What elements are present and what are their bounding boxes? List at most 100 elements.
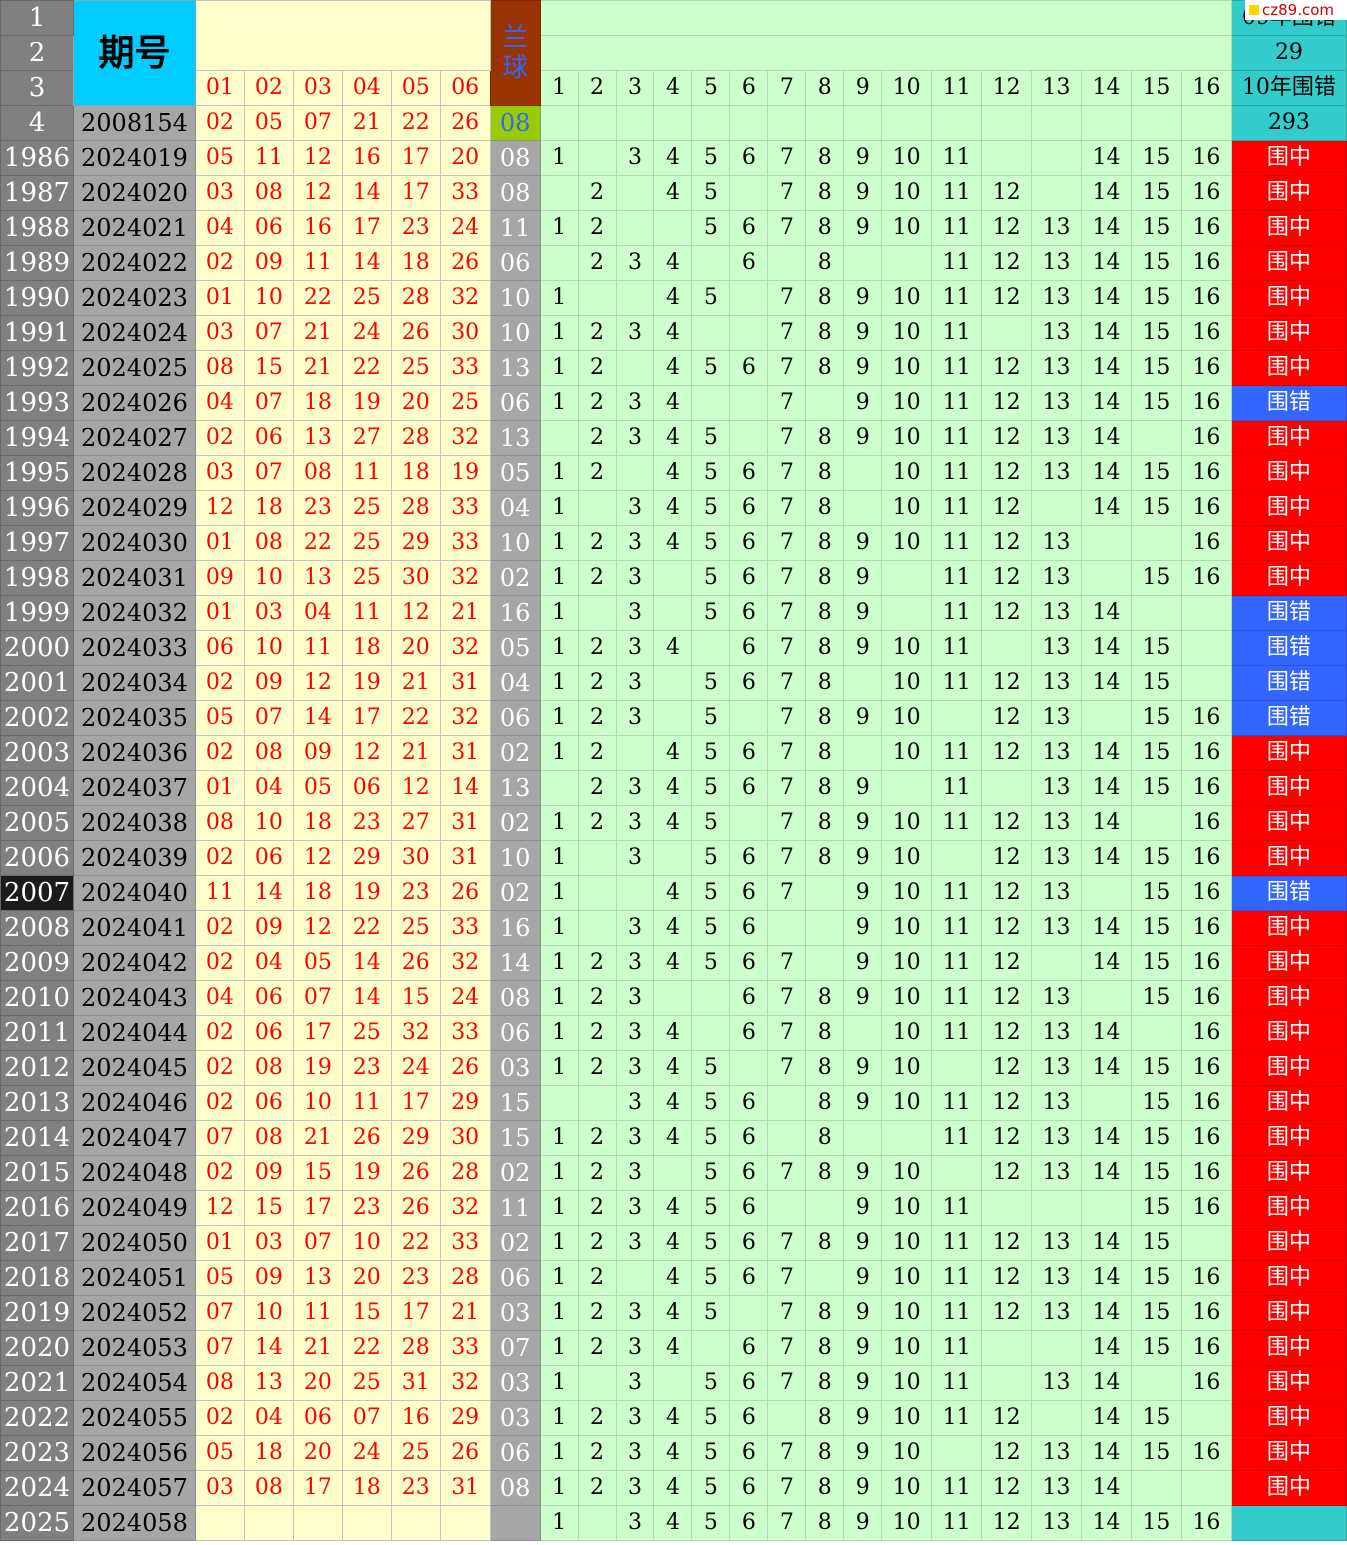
red-ball[interactable] [439,1505,491,1541]
reference-period[interactable]: 2008154 [72,105,196,141]
grid-cell[interactable] [1130,595,1182,631]
period-number[interactable]: 2024019 [72,140,196,176]
grid-cell[interactable]: 5 [691,1155,731,1191]
red-ball[interactable]: 18 [292,385,343,421]
row-header[interactable]: 2017 [0,1225,74,1261]
grid-cell[interactable]: 9 [843,1365,883,1401]
grid-cell[interactable]: 9 [843,700,883,736]
grid-cell[interactable]: 12 [981,560,1033,596]
grid-cell[interactable]: 9 [843,875,883,911]
grid-cell[interactable]: 12 [981,840,1033,876]
red-ball[interactable]: 07 [243,385,294,421]
grid-cell[interactable]: 4 [653,1225,693,1261]
grid-cell[interactable]: 3 [615,1295,655,1331]
grid-cell[interactable]: 15 [1130,490,1182,526]
grid-cell[interactable]: 16 [1180,700,1232,736]
grid-cell[interactable] [881,245,933,281]
red-ball[interactable]: 07 [243,455,294,491]
grid-cell[interactable]: 13 [1031,1295,1083,1331]
grid-cell[interactable]: 14 [1081,910,1132,946]
red-ball[interactable] [243,1505,294,1541]
row-header[interactable]: 2013 [0,1085,74,1121]
grid-cell[interactable]: 1 [539,630,579,666]
grid-cell[interactable]: 4 [653,910,693,946]
grid-cell[interactable]: 3 [615,700,655,736]
grid-cell[interactable]: 8 [805,1015,845,1051]
blue-ball[interactable]: 06 [489,385,541,421]
grid-cell[interactable]: 1 [539,490,579,526]
result-status[interactable]: 围中 [1230,560,1347,596]
grid-cell[interactable]: 10 [881,735,933,771]
grid-cell[interactable]: 10 [881,385,933,421]
grid-cell[interactable]: 6 [729,1155,769,1191]
grid-cell[interactable]: 3 [615,490,655,526]
grid-cell[interactable]: 2 [577,1050,617,1086]
grid-cell[interactable]: 4 [653,1260,693,1296]
result-status[interactable]: 围中 [1230,315,1347,351]
grid-cell[interactable]: 14 [1081,175,1132,211]
row-header[interactable]: 2014 [0,1120,74,1156]
red-ball[interactable]: 06 [243,840,294,876]
grid-cell[interactable]: 8 [805,980,845,1016]
grid-cell[interactable]: 3 [615,945,655,981]
grid-cell-empty[interactable] [805,105,845,141]
red-ball[interactable]: 33 [439,490,491,526]
grid-cell[interactable] [931,1155,983,1191]
grid-cell[interactable]: 11 [931,210,983,246]
red-ball[interactable]: 11 [341,595,392,631]
grid-cell[interactable]: 9 [843,630,883,666]
grid-cell[interactable]: 1 [539,1260,579,1296]
grid-cell[interactable]: 10 [881,1470,933,1506]
period-number[interactable]: 2024033 [72,630,196,666]
grid-cell[interactable]: 9 [843,805,883,841]
result-status[interactable]: 围中 [1230,1260,1347,1296]
grid-cell[interactable]: 14 [1081,490,1132,526]
red-ball[interactable]: 04 [243,945,294,981]
grid-cell[interactable]: 11 [931,630,983,666]
grid-cell[interactable] [653,980,693,1016]
grid-cell[interactable] [691,1015,731,1051]
blue-ball[interactable]: 02 [489,1225,541,1261]
grid-column-label[interactable]: 14 [1081,70,1132,106]
grid-cell[interactable]: 9 [843,210,883,246]
red-ball[interactable]: 32 [439,630,491,666]
grid-cell[interactable]: 7 [767,945,807,981]
grid-cell[interactable]: 7 [767,1295,807,1331]
grid-cell[interactable]: 15 [1130,1505,1182,1541]
period-number[interactable]: 2024045 [72,1050,196,1086]
grid-cell[interactable]: 9 [843,1400,883,1436]
red-ball[interactable]: 07 [292,1225,343,1261]
grid-cell[interactable] [881,770,933,806]
red-ball[interactable]: 10 [292,1085,343,1121]
blue-ball[interactable]: 16 [489,910,541,946]
grid-cell[interactable]: 8 [805,805,845,841]
grid-cell[interactable]: 11 [931,315,983,351]
red-ball[interactable]: 06 [341,770,392,806]
result-status[interactable]: 围中 [1230,805,1347,841]
period-header[interactable]: 期号 [72,0,196,106]
grid-cell[interactable]: 5 [691,735,731,771]
red-ball[interactable]: 24 [439,980,491,1016]
grid-cell[interactable]: 16 [1180,1155,1232,1191]
grid-cell[interactable] [1130,1365,1182,1401]
grid-cell[interactable]: 15 [1130,385,1182,421]
grid-cell[interactable]: 5 [691,1365,731,1401]
result-status[interactable]: 围中 [1230,1085,1347,1121]
blue-ball[interactable]: 03 [489,1365,541,1401]
grid-cell[interactable]: 6 [729,210,769,246]
grid-cell[interactable]: 12 [981,1295,1033,1331]
red-ball[interactable]: 02 [194,1015,245,1051]
grid-cell[interactable] [729,700,769,736]
result-status[interactable]: 围中 [1230,1190,1347,1226]
grid-cell[interactable]: 13 [1031,700,1083,736]
grid-cell[interactable] [1031,1400,1083,1436]
grid-cell[interactable]: 7 [767,770,807,806]
grid-cell[interactable]: 8 [805,1330,845,1366]
grid-cell[interactable]: 4 [653,385,693,421]
grid-cell[interactable]: 15 [1130,980,1182,1016]
red-ball[interactable]: 33 [439,1225,491,1261]
row-header[interactable]: 2020 [0,1330,74,1366]
row-header[interactable]: 1995 [0,455,74,491]
red-ball[interactable]: 01 [194,525,245,561]
grid-cell[interactable]: 15 [1130,140,1182,176]
